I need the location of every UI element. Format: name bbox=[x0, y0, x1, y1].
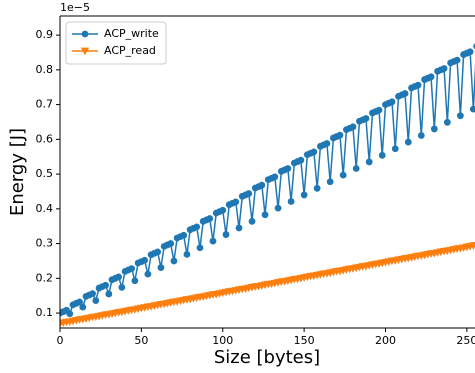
data-point bbox=[404, 138, 412, 146]
plot-area bbox=[60, 43, 475, 328]
data-point bbox=[248, 217, 256, 225]
data-point bbox=[365, 158, 373, 166]
data-point bbox=[105, 290, 113, 298]
data-point bbox=[297, 156, 305, 164]
data-point bbox=[196, 244, 204, 252]
data-point bbox=[443, 118, 451, 126]
data-point bbox=[206, 215, 214, 222]
data-point bbox=[414, 81, 422, 89]
data-point bbox=[232, 198, 240, 206]
legend-label: ACP_read bbox=[104, 44, 156, 57]
data-point bbox=[76, 298, 83, 306]
data-point bbox=[222, 231, 230, 238]
y-axis-title: Energy [J] bbox=[7, 128, 28, 216]
y-tick-label: 0.6 bbox=[36, 132, 54, 145]
data-point bbox=[401, 90, 409, 97]
legend-label: ACP_write bbox=[104, 27, 159, 40]
data-point bbox=[427, 73, 435, 81]
x-tick-label: 200 bbox=[375, 334, 396, 347]
data-point bbox=[79, 303, 87, 311]
data-point bbox=[339, 171, 347, 179]
data-point bbox=[336, 131, 344, 139]
data-point bbox=[313, 184, 321, 192]
data-point bbox=[466, 48, 474, 56]
data-point bbox=[323, 140, 331, 147]
data-point bbox=[209, 237, 217, 245]
data-point bbox=[183, 250, 191, 258]
data-point bbox=[154, 248, 162, 256]
data-point bbox=[456, 112, 464, 120]
data-point bbox=[287, 198, 295, 205]
data-point bbox=[258, 181, 266, 189]
data-point bbox=[89, 290, 96, 298]
data-point bbox=[472, 241, 475, 247]
data-point bbox=[453, 56, 461, 64]
x-tick-label: 150 bbox=[294, 334, 315, 347]
y-tick-label: 0.7 bbox=[36, 98, 54, 111]
data-point bbox=[274, 204, 282, 212]
legend-box bbox=[65, 21, 167, 65]
data-point bbox=[469, 105, 475, 113]
data-point bbox=[157, 264, 165, 271]
data-point bbox=[170, 257, 178, 265]
y-offset-label: 1e−5 bbox=[60, 1, 90, 14]
data-point bbox=[362, 115, 370, 122]
legend-marker bbox=[81, 30, 89, 38]
data-point bbox=[440, 65, 448, 72]
x-tick-label: 250 bbox=[456, 334, 475, 347]
y-tick-label: 0.3 bbox=[36, 237, 54, 250]
data-point bbox=[193, 223, 201, 231]
y-tick-label: 0.9 bbox=[36, 28, 54, 41]
data-point bbox=[430, 125, 438, 133]
data-point bbox=[245, 190, 253, 197]
data-point bbox=[375, 106, 383, 114]
data-point bbox=[352, 165, 360, 172]
data-point bbox=[92, 297, 100, 304]
data-point bbox=[66, 310, 74, 318]
data-point bbox=[141, 256, 149, 264]
data-point bbox=[284, 165, 292, 172]
y-tick-label: 0.8 bbox=[36, 63, 54, 76]
data-point bbox=[180, 231, 188, 239]
data-point bbox=[271, 173, 279, 181]
data-point bbox=[391, 145, 399, 153]
legend: ACP_write ACP_read bbox=[65, 21, 167, 65]
legend-marker bbox=[80, 47, 90, 56]
y-tick-label: 0.5 bbox=[36, 167, 54, 180]
data-point bbox=[378, 151, 386, 159]
data-point bbox=[102, 281, 109, 289]
data-point bbox=[167, 240, 175, 247]
x-axis-title: Size [bytes] bbox=[214, 347, 320, 368]
data-point bbox=[469, 242, 475, 250]
data-point bbox=[131, 277, 139, 285]
data-point bbox=[261, 211, 269, 219]
data-point bbox=[388, 98, 396, 106]
x-tick-label: 0 bbox=[57, 334, 64, 347]
data-point bbox=[349, 123, 357, 131]
data-point bbox=[417, 132, 425, 139]
data-point bbox=[310, 148, 318, 156]
x-tick-label: 50 bbox=[134, 334, 148, 347]
y-tick-label: 0.4 bbox=[36, 202, 54, 215]
y-tick-label: 0.1 bbox=[36, 306, 54, 319]
data-point bbox=[219, 206, 227, 214]
data-point bbox=[128, 265, 136, 272]
data-point bbox=[326, 178, 334, 186]
data-point bbox=[300, 191, 308, 199]
data-point bbox=[235, 224, 243, 232]
data-point bbox=[118, 283, 126, 291]
y-tick-label: 0.2 bbox=[36, 271, 54, 284]
data-point bbox=[115, 273, 122, 281]
x-tick-label: 100 bbox=[212, 334, 233, 347]
data-point bbox=[144, 270, 152, 278]
